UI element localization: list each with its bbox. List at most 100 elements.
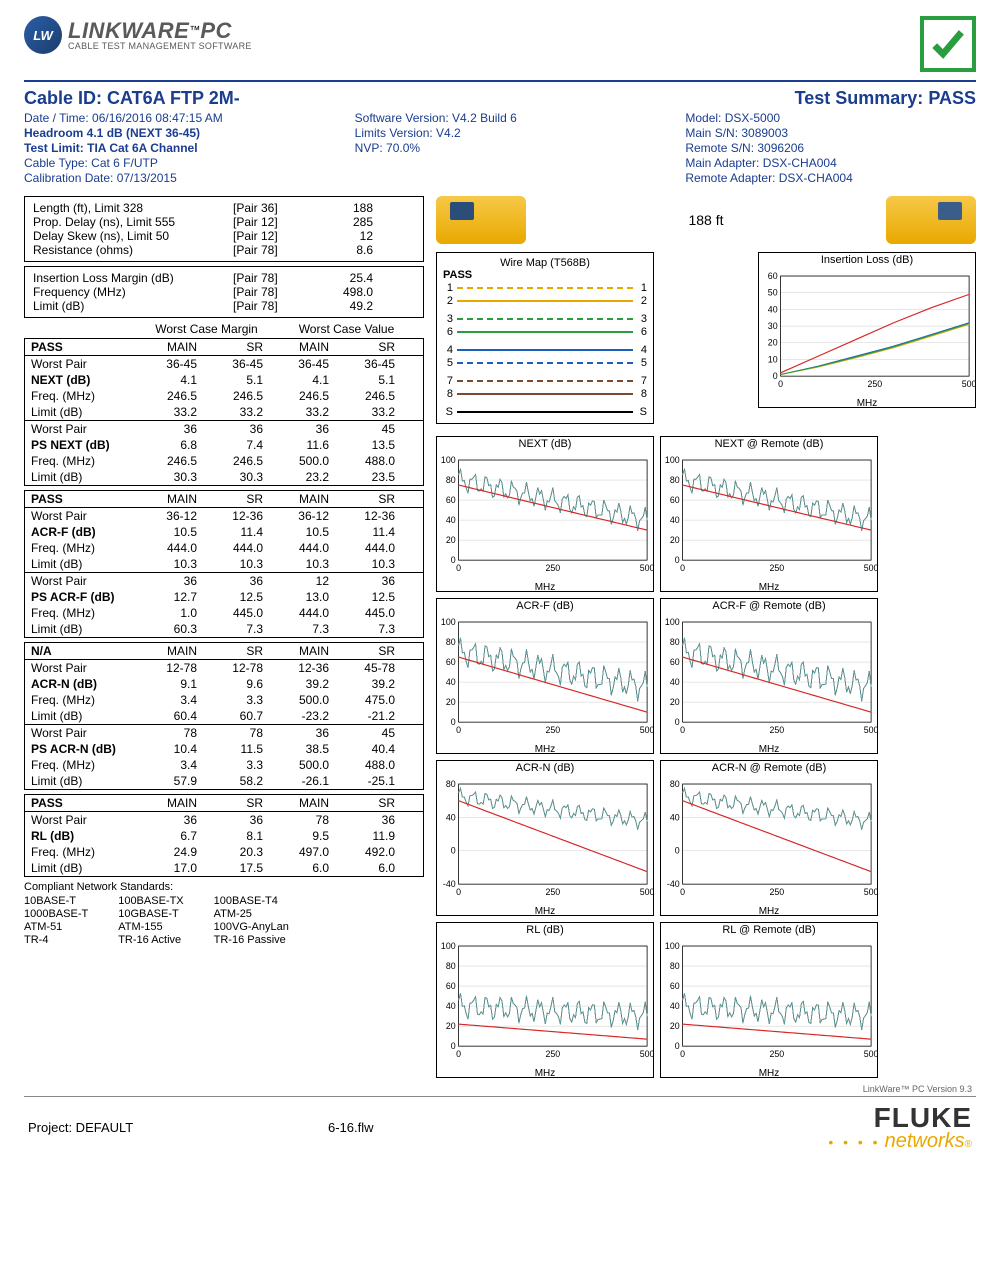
svg-text:40: 40 (670, 812, 680, 822)
fluke-logo: FLUKE • • • •networks® (828, 1105, 972, 1151)
svg-text:0: 0 (680, 563, 685, 573)
svg-text:250: 250 (867, 379, 882, 389)
svg-text:20: 20 (446, 1021, 456, 1031)
meta-line: Date / Time: 06/16/2016 08:47:15 AM (24, 111, 315, 125)
svg-text:0: 0 (675, 846, 680, 856)
svg-text:60: 60 (768, 271, 778, 281)
footer-project: Project: DEFAULT (28, 1120, 328, 1135)
svg-text:20: 20 (670, 535, 680, 545)
svg-text:0: 0 (773, 371, 778, 381)
result-table: N/AMAINSRMAINSRWorst Pair12-7812-7812-36… (24, 642, 424, 790)
svg-text:0: 0 (680, 1049, 685, 1059)
svg-text:60: 60 (670, 657, 680, 667)
svg-text:60: 60 (670, 981, 680, 991)
svg-text:100: 100 (441, 941, 456, 951)
chart: NEXT @ Remote (dB)0204060801000250500MHz (660, 436, 878, 592)
svg-text:80: 80 (446, 779, 456, 789)
chart: ACR-N @ Remote (dB)-40040800250500MHz (660, 760, 878, 916)
svg-text:80: 80 (446, 961, 456, 971)
footer-row: Project: DEFAULT 6-16.flw FLUKE • • • •n… (24, 1105, 976, 1163)
result-table: PASSMAINSRMAINSRWorst Pair36367836RL (dB… (24, 794, 424, 877)
svg-text:20: 20 (670, 1021, 680, 1031)
wiremap: Wire Map (T568B) PASS 1122336644557788SS (436, 252, 654, 424)
svg-text:0: 0 (680, 725, 685, 735)
result-table: PASSMAINSRMAINSRWorst Pair36-1212-3636-1… (24, 490, 424, 638)
svg-text:60: 60 (446, 495, 456, 505)
chart: RL (dB)0204060801000250500MHz (436, 922, 654, 1078)
svg-text:60: 60 (670, 495, 680, 505)
svg-text:60: 60 (446, 981, 456, 991)
svg-text:250: 250 (545, 887, 560, 897)
insertion-loss-chart: Insertion Loss (dB)01020304050600250500M… (758, 252, 976, 408)
svg-text:0: 0 (675, 1041, 680, 1051)
svg-text:500: 500 (864, 563, 877, 573)
meta-line: NVP: 70.0% (355, 141, 646, 155)
length-label: 188 ft (688, 212, 723, 228)
chart: ACR-F (dB)0204060801000250500MHz (436, 598, 654, 754)
meta-line: Test Limit: TIA Cat 6A Channel (24, 141, 315, 155)
devices-row: 188 ft (436, 196, 976, 244)
svg-text:40: 40 (670, 677, 680, 687)
svg-text:50: 50 (768, 288, 778, 298)
svg-text:80: 80 (446, 475, 456, 485)
svg-text:250: 250 (545, 1049, 560, 1059)
meta-line: Main Adapter: DSX-CHA004 (685, 156, 976, 170)
svg-text:40: 40 (446, 812, 456, 822)
svg-text:100: 100 (665, 617, 680, 627)
svg-text:40: 40 (446, 677, 456, 687)
svg-text:0: 0 (451, 1041, 456, 1051)
svg-text:20: 20 (670, 697, 680, 707)
svg-text:500: 500 (640, 563, 653, 573)
summary-box-2: Insertion Loss Margin (dB)[Pair 78]25.4F… (24, 266, 424, 318)
svg-text:500: 500 (640, 887, 653, 897)
svg-text:0: 0 (675, 717, 680, 727)
svg-text:20: 20 (768, 338, 778, 348)
meta-line: Remote Adapter: DSX-CHA004 (685, 171, 976, 185)
meta-line: Software Version: V4.2 Build 6 (355, 111, 646, 125)
worst-case-heading: Worst Case Margin Worst Case Value (24, 322, 424, 338)
standards: Compliant Network Standards: 10BASE-T100… (24, 881, 424, 947)
right-column: 188 ft Wire Map (T568B) PASS 11223366445… (436, 196, 976, 1078)
svg-text:500: 500 (640, 725, 653, 735)
svg-text:80: 80 (670, 961, 680, 971)
svg-text:60: 60 (446, 657, 456, 667)
svg-text:0: 0 (456, 1049, 461, 1059)
svg-text:100: 100 (441, 455, 456, 465)
svg-text:10: 10 (768, 354, 778, 364)
svg-text:0: 0 (456, 563, 461, 573)
svg-text:100: 100 (665, 455, 680, 465)
svg-text:500: 500 (864, 887, 877, 897)
svg-text:250: 250 (545, 563, 560, 573)
svg-text:250: 250 (769, 887, 784, 897)
meta-line: Main S/N: 3089003 (685, 126, 976, 140)
meta-line: Remote S/N: 3096206 (685, 141, 976, 155)
svg-text:40: 40 (670, 515, 680, 525)
meta-line: Model: DSX-5000 (685, 111, 976, 125)
svg-text:100: 100 (441, 617, 456, 627)
svg-text:250: 250 (769, 1049, 784, 1059)
meta-line: Limits Version: V4.2 (355, 126, 646, 140)
logo: LW LINKWARE™PC CABLE TEST MANAGEMENT SOF… (24, 16, 252, 54)
svg-text:40: 40 (670, 1001, 680, 1011)
svg-text:500: 500 (640, 1049, 653, 1059)
chart: ACR-N (dB)-40040800250500MHz (436, 760, 654, 916)
title-row: Cable ID: CAT6A FTP 2M- Test Summary: PA… (24, 88, 976, 109)
svg-text:80: 80 (670, 637, 680, 647)
svg-text:20: 20 (446, 697, 456, 707)
chart: RL @ Remote (dB)0204060801000250500MHz (660, 922, 878, 1078)
footer-version: LinkWare™ PC Version 9.3 (24, 1084, 976, 1094)
svg-text:500: 500 (864, 725, 877, 735)
svg-text:-40: -40 (667, 879, 680, 889)
footer-file: 6-16.flw (328, 1120, 628, 1135)
logo-badge: LW (24, 16, 62, 54)
svg-text:250: 250 (545, 725, 560, 735)
logo-subtitle: CABLE TEST MANAGEMENT SOFTWARE (68, 42, 252, 51)
meta-line: Headroom 4.1 dB (NEXT 36-45) (24, 126, 315, 140)
header: LW LINKWARE™PC CABLE TEST MANAGEMENT SOF… (24, 16, 976, 72)
logo-title: LINKWARE (68, 18, 189, 43)
pass-check-icon (920, 16, 976, 72)
svg-text:100: 100 (665, 941, 680, 951)
svg-text:40: 40 (768, 304, 778, 314)
svg-text:80: 80 (446, 637, 456, 647)
svg-text:20: 20 (446, 535, 456, 545)
